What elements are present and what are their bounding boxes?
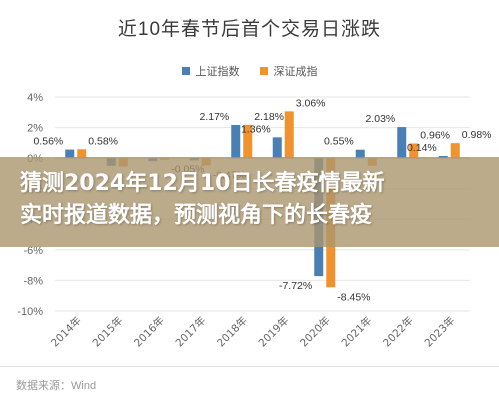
y-tick-label: -10% <box>17 306 43 318</box>
legend-item-series-2: 深证成指 <box>259 63 318 79</box>
data-label: 0.55% <box>324 136 354 148</box>
data-label: 0.14% <box>407 142 437 154</box>
data-label: 3.06% <box>296 97 326 109</box>
footer-divider <box>0 366 499 367</box>
data-label: 0.98% <box>462 129 492 141</box>
legend-swatch-series-1 <box>181 67 190 75</box>
x-tick-label: 2023年 <box>422 314 458 350</box>
data-label: 2.03% <box>365 113 395 125</box>
bar-shenzhen <box>77 149 87 159</box>
bar-shenzhen <box>450 143 460 159</box>
bar-shenzhen <box>243 124 253 159</box>
bar-shanghai <box>272 137 282 159</box>
data-label: 2.18% <box>254 111 284 123</box>
chart-title: 近10年春节后首个交易日涨跌 <box>117 19 382 40</box>
x-tick-label: 2020年 <box>297 314 333 350</box>
legend-swatch-series-2 <box>259 67 268 75</box>
source-note: 数据来源：Wind <box>16 380 97 392</box>
legend-label-series-1: 上证指数 <box>195 66 240 78</box>
headline-line-1: 猜测2024年12月10日长春疫情最新 <box>20 171 385 196</box>
bar-shenzhen <box>409 143 419 159</box>
bar-shanghai <box>355 149 365 159</box>
y-tick-label: -6% <box>23 245 43 257</box>
y-tick-label: -8% <box>23 275 43 287</box>
data-label: 0.58% <box>88 135 118 147</box>
y-tick-label: 2% <box>27 123 43 135</box>
x-tick-label: 2022年 <box>380 314 416 350</box>
x-tick-label: 2017年 <box>173 314 209 350</box>
x-tick-label: 2019年 <box>256 314 292 350</box>
bar-shanghai <box>397 127 407 159</box>
data-label: -8.45% <box>337 291 370 303</box>
x-tick-label: 2018年 <box>214 314 250 350</box>
bar-shanghai <box>65 149 75 159</box>
x-tick-label: 2014年 <box>48 314 84 350</box>
data-label: 2.17% <box>199 111 229 123</box>
chart-legend: 上证指数 深证成指 <box>0 63 499 79</box>
data-label: 0.96% <box>420 129 450 141</box>
data-label: 1.36% <box>241 123 271 135</box>
data-label: -7.72% <box>279 280 312 292</box>
x-tick-label: 2021年 <box>339 314 375 350</box>
legend-item-series-1: 上证指数 <box>181 63 240 79</box>
legend-label-series-2: 深证成指 <box>273 66 318 78</box>
headline-banner <box>0 157 499 247</box>
x-tick-label: 2016年 <box>131 314 167 350</box>
headline-text: 猜测2024年12月10日长春疫情最新 实时报道数据，预测视角下的长春疫 <box>20 168 490 232</box>
bar-shanghai <box>231 124 241 159</box>
bar-shenzhen <box>284 111 294 159</box>
data-label: 0.56% <box>33 136 63 148</box>
x-tick-label: 2015年 <box>90 314 126 350</box>
y-tick-label: 4% <box>27 92 43 104</box>
headline-line-2: 实时报道数据，预测视角下的长春疫 <box>20 203 373 228</box>
